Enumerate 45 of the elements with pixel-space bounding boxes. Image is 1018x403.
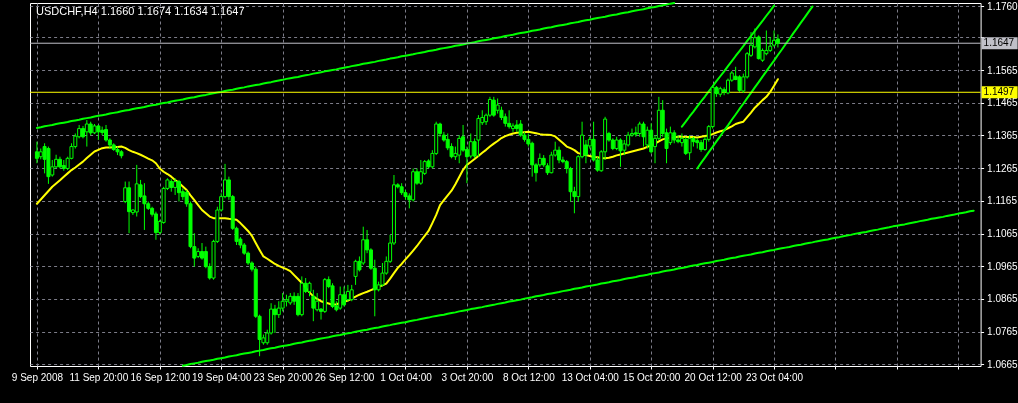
x-tick-label: 11 Sep 20:00 [69,371,129,383]
candlestick [491,96,496,118]
x-tick-label: 23 Oct 04:00 [745,371,804,383]
x-tick-label: 19 Sep 04:00 [191,371,252,383]
line-series [680,4,776,128]
candlestick [338,286,343,311]
y-tick-label: 1.1365 [987,129,1018,141]
y-tick-label: 1.1065 [987,228,1018,240]
y-tick-label: 1.0765 [987,326,1018,338]
line-series [696,5,814,170]
candlestick [775,33,780,48]
x-tick-label: 8 Oct 12:00 [502,371,556,383]
y-tick-label: 1.1465 [987,97,1018,109]
y-tick-label: 1.0665 [987,358,1018,370]
y-tick-label: 1.0865 [987,293,1018,305]
x-tick-label: 16 Sep 12:00 [130,371,191,383]
candlestick [173,177,178,196]
candlestick [507,109,512,130]
candlestick [772,29,777,48]
y-tick-label: 1.1565 [987,64,1018,76]
x-tick-label: 23 Sep 20:00 [253,371,314,383]
candlestick [272,304,277,334]
y-tick-label: 1.1760 [987,0,1018,12]
candlestick [34,141,39,164]
x-tick-label: 9 Sep 2008 [11,371,64,383]
x-tick-label: 13 Oct 04:00 [561,371,620,383]
ref-line-label: 1.1497 [983,86,1015,98]
candlestick [153,211,158,241]
candlestick [176,179,181,203]
x-tick-label: 1 Oct 04:00 [380,371,433,383]
x-tick-label: 26 Sep 12:00 [314,371,375,383]
ref-line-label: 1.1647 [983,37,1015,49]
x-tick-label: 3 Oct 20:00 [441,371,494,383]
candlestick [645,126,650,150]
x-tick-label: 20 Oct 12:00 [684,371,743,383]
candlestick [676,134,681,144]
candlestick [353,259,358,286]
chart-title: USDCHF,H4 1.1660 1.1674 1.1634 1.1647 [36,5,245,17]
y-tick-label: 1.1165 [987,195,1018,207]
x-tick-label: 15 Oct 20:00 [623,371,681,383]
y-tick-label: 1.0965 [987,260,1018,272]
line-series [181,209,975,367]
candlestick [756,34,761,61]
candlestick [476,114,481,158]
y-tick-label: 1.1265 [987,162,1018,174]
